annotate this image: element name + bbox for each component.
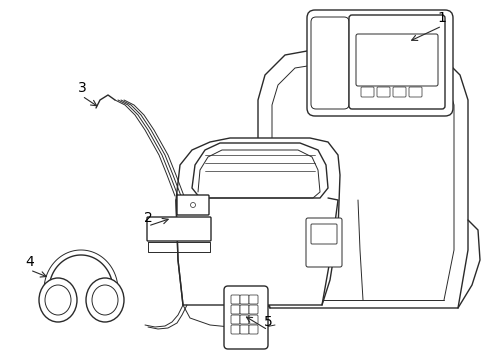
Ellipse shape <box>45 285 71 315</box>
FancyBboxPatch shape <box>147 217 210 241</box>
Text: 2: 2 <box>143 211 152 225</box>
FancyBboxPatch shape <box>240 315 248 324</box>
FancyBboxPatch shape <box>240 305 248 314</box>
FancyBboxPatch shape <box>360 87 373 97</box>
Ellipse shape <box>39 278 77 322</box>
FancyBboxPatch shape <box>240 295 248 304</box>
Ellipse shape <box>92 285 118 315</box>
FancyBboxPatch shape <box>248 315 258 324</box>
Ellipse shape <box>86 278 124 322</box>
FancyBboxPatch shape <box>306 10 452 116</box>
FancyBboxPatch shape <box>230 295 240 304</box>
FancyBboxPatch shape <box>248 305 258 314</box>
FancyBboxPatch shape <box>305 218 341 267</box>
FancyBboxPatch shape <box>230 305 240 314</box>
FancyBboxPatch shape <box>310 224 336 244</box>
FancyBboxPatch shape <box>310 17 348 109</box>
FancyBboxPatch shape <box>230 325 240 334</box>
Polygon shape <box>258 45 467 308</box>
FancyBboxPatch shape <box>224 286 267 349</box>
FancyBboxPatch shape <box>230 315 240 324</box>
FancyBboxPatch shape <box>240 325 248 334</box>
FancyBboxPatch shape <box>355 34 437 86</box>
Polygon shape <box>192 143 327 198</box>
FancyBboxPatch shape <box>408 87 421 97</box>
FancyBboxPatch shape <box>376 87 389 97</box>
FancyBboxPatch shape <box>392 87 405 97</box>
Text: 5: 5 <box>263 315 272 329</box>
FancyBboxPatch shape <box>248 325 258 334</box>
FancyBboxPatch shape <box>177 195 208 215</box>
Text: 4: 4 <box>25 255 34 269</box>
FancyBboxPatch shape <box>348 15 444 109</box>
Polygon shape <box>176 138 339 305</box>
Text: 3: 3 <box>78 81 86 95</box>
Text: 1: 1 <box>437 11 446 25</box>
FancyBboxPatch shape <box>248 295 258 304</box>
Ellipse shape <box>190 202 195 207</box>
